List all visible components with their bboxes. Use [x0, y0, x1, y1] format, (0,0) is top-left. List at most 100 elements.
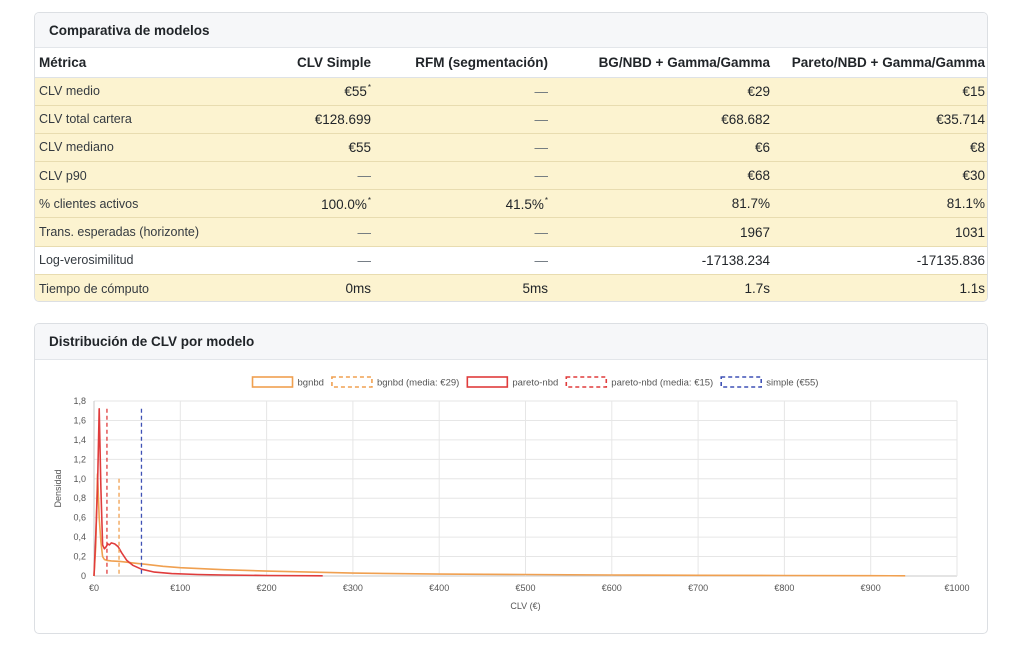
- cell-clv-simple-value: —: [357, 168, 372, 184]
- cell-bgnbd: €6: [552, 133, 774, 163]
- cell-clv-simple-value: —: [357, 224, 372, 240]
- y-axis-title: Densidad: [53, 469, 63, 507]
- cell-bgnbd-value: 1967: [739, 224, 770, 240]
- cell-metric-value: % clientes activos: [39, 196, 139, 211]
- footnote-mark: *: [367, 195, 371, 205]
- table-row: Tiempo de cómputo 0ms 5ms 1.7s 1.1s: [35, 274, 987, 301]
- cell-rfm-value: 5ms: [522, 281, 548, 297]
- cell-rfm-value: —: [534, 83, 549, 99]
- cell-clv-simple: €55: [220, 133, 375, 163]
- cell-rfm: —: [375, 217, 552, 247]
- cell-rfm-value: —: [534, 168, 549, 184]
- cell-clv-simple-value: €128.699: [314, 111, 371, 127]
- cell-pareto-value: 81.1%: [946, 196, 985, 212]
- legend-swatch: [565, 376, 608, 388]
- cell-clv-simple: —: [220, 217, 375, 247]
- y-tick-label: 1,2: [73, 454, 86, 464]
- x-tick-label: €900: [861, 583, 881, 593]
- legend-swatch: [466, 376, 509, 388]
- table-row: % clientes activos 100.0%* 41.5%* 81.7% 81.1…: [35, 189, 987, 219]
- cell-bgnbd-value: €68: [747, 168, 770, 184]
- cell-metric-value: Trans. esperadas (horizonte): [39, 225, 200, 240]
- cell-metric-value: Log-verosimilitud: [39, 253, 134, 268]
- legend-label: pareto-nbd: [512, 378, 558, 389]
- y-tick-label: 1,0: [73, 474, 86, 484]
- cell-rfm: —: [375, 161, 552, 191]
- cell-clv-simple: —: [220, 246, 375, 275]
- cell-metric-value: CLV total cartera: [39, 112, 132, 127]
- cell-metric-value: Tiempo de cómputo: [39, 281, 150, 296]
- y-tick-label: 1,8: [73, 396, 86, 406]
- x-tick-label: €600: [602, 583, 622, 593]
- x-axis-title: CLV (€): [510, 601, 540, 611]
- legend-swatch: [720, 376, 763, 388]
- cell-bgnbd: -17138.234: [552, 246, 774, 275]
- table-row: Log-verosimilitud — — -17138.234 -17135.836: [35, 246, 987, 275]
- cell-pareto: 1.1s: [774, 274, 987, 301]
- cell-bgnbd-value: €68.682: [721, 111, 770, 127]
- table-row: CLV medio €55* — €29 €15: [35, 77, 987, 106]
- x-tick-label: €400: [429, 583, 449, 593]
- cell-bgnbd: €68.682: [552, 105, 774, 134]
- cell-pareto: 1031: [774, 217, 987, 247]
- cell-rfm-value: —: [534, 252, 549, 268]
- y-tick-label: 0,4: [73, 532, 86, 542]
- cell-pareto-value: -17135.836: [916, 252, 985, 268]
- cell-metric-value: CLV mediano: [39, 140, 114, 155]
- y-tick-label: 0,6: [73, 513, 86, 523]
- model-comparison-card: Comparativa de modelos Métrica CLV Simpl…: [34, 12, 988, 302]
- legend-swatch: [331, 376, 373, 388]
- table-row: CLV total cartera €128.699 — €68.682 €35.714: [35, 105, 987, 134]
- cell-rfm-value: —: [534, 139, 549, 155]
- cell-pareto: €15: [774, 77, 987, 106]
- cell-bgnbd: 81.7%: [552, 189, 774, 219]
- cell-bgnbd: €29: [552, 77, 774, 106]
- legend-label: simple (€55): [766, 378, 818, 389]
- clv-distribution-chart: 0 0,2 0,4 0,6 0,8 1,0 1,2 1,4 1,6 1,8 €0 €100 €200 €3…: [53, 376, 970, 611]
- table-header-row: Métrica CLV Simple RFM (segmentación) BG…: [35, 48, 987, 78]
- model-comparison-table: Métrica CLV Simple RFM (segmentación) BG…: [35, 48, 987, 301]
- cell-pareto: €30: [774, 161, 987, 191]
- legend-label: pareto-nbd (media: €15): [611, 378, 713, 389]
- header-bgnbd: BG/NBD + Gamma/Gamma: [552, 48, 774, 78]
- series-line-bgnbd: [93, 473, 906, 577]
- cell-rfm: —: [375, 77, 552, 106]
- cell-pareto-value: €35.714: [936, 111, 985, 127]
- cell-pareto-value: 1031: [954, 224, 985, 240]
- cell-bgnbd: 1.7s: [552, 274, 774, 301]
- x-tick-label: €0: [89, 583, 99, 593]
- cell-metric: CLV medio: [35, 77, 220, 106]
- x-tick-label: €200: [257, 583, 277, 593]
- model-comparison-title: Comparativa de modelos: [35, 13, 987, 48]
- clv-distribution-title: Distribución de CLV por modelo: [35, 324, 987, 360]
- cell-metric: Tiempo de cómputo: [35, 274, 220, 301]
- x-tick-label: €500: [515, 583, 535, 593]
- cell-bgnbd: €68: [552, 161, 774, 191]
- cell-clv-simple: €55*: [220, 77, 375, 106]
- cell-pareto: €35.714: [774, 105, 987, 134]
- cell-rfm-value: —: [534, 224, 549, 240]
- cell-clv-simple-value: €55: [348, 139, 371, 155]
- cell-rfm: —: [375, 246, 552, 275]
- x-tick-label: €100: [170, 583, 190, 593]
- y-tick-label: 0,8: [73, 493, 86, 503]
- header-rfm: RFM (segmentación): [375, 48, 552, 78]
- cell-metric: CLV p90: [35, 161, 220, 191]
- cell-clv-simple: 100.0%*: [220, 189, 375, 219]
- table-row: CLV p90 — — €68 €30: [35, 161, 987, 191]
- footnote-mark: *: [367, 83, 371, 93]
- x-tick-label: €1000: [944, 583, 969, 593]
- cell-rfm: 41.5%*: [375, 189, 552, 219]
- cell-clv-simple-value: 100.0%: [321, 196, 367, 212]
- y-tick-label: 1,4: [73, 435, 86, 445]
- cell-bgnbd-value: €6: [754, 139, 770, 155]
- y-tick-label: 0,2: [73, 552, 86, 562]
- x-tick-label: €800: [774, 583, 794, 593]
- cell-bgnbd: 1967: [552, 217, 774, 247]
- cell-rfm: 5ms: [375, 274, 552, 301]
- x-tick-label: €300: [343, 583, 363, 593]
- cell-metric: CLV mediano: [35, 133, 220, 163]
- footnote-mark: *: [544, 195, 548, 205]
- cell-pareto-value: €8: [969, 139, 985, 155]
- cell-metric-value: CLV p90: [39, 168, 87, 183]
